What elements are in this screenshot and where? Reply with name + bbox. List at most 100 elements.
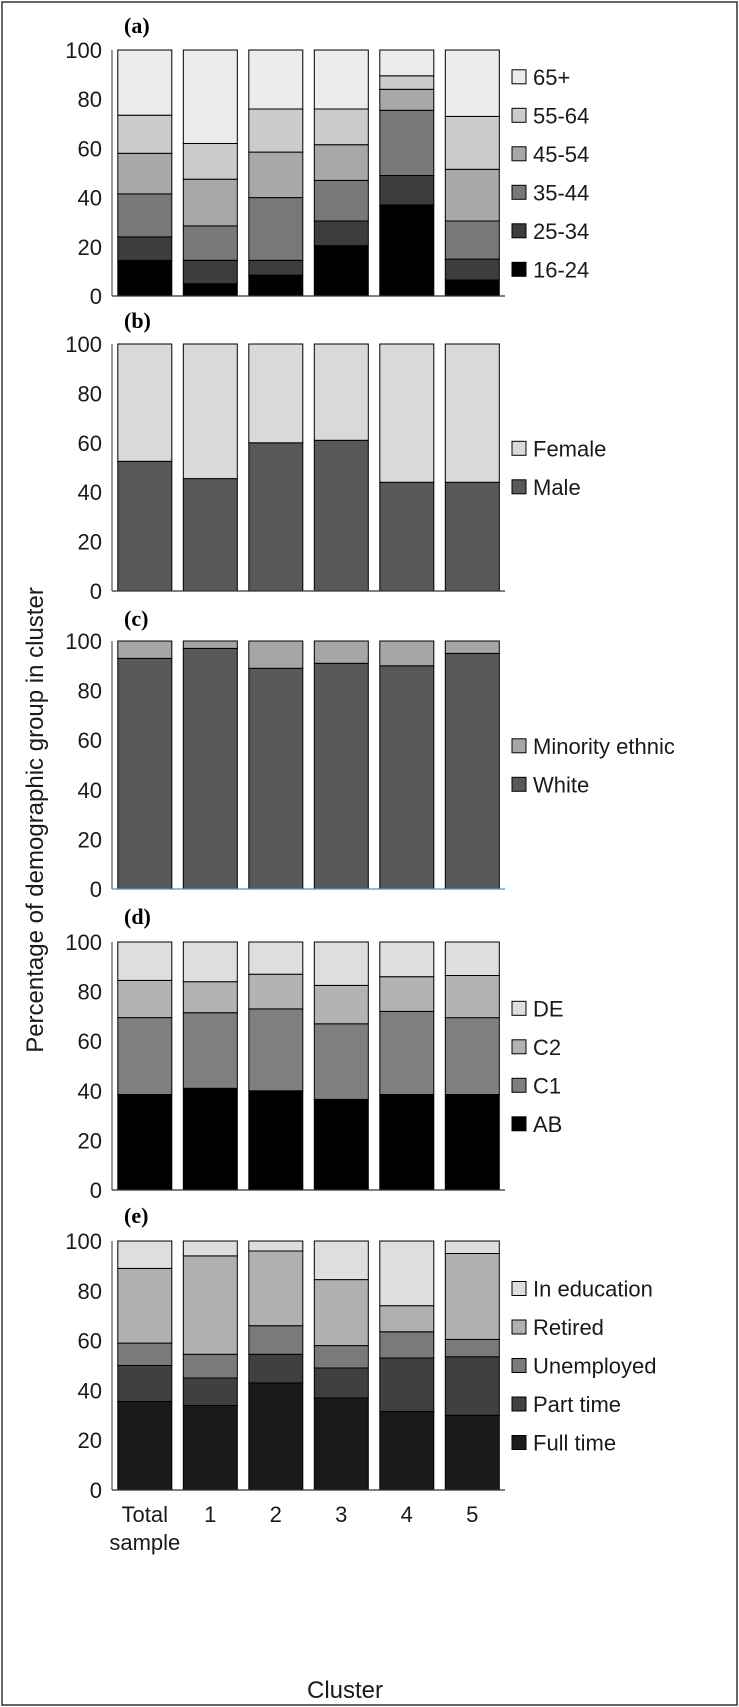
bar-segment-2-25-34 (248, 259, 304, 276)
panel-a: (a) 0 20 40 60 80 100 65+ 55-64 45-54 35-44 25-34 16… (65, 13, 589, 309)
bar-segment-total-sample-female (117, 343, 173, 462)
panel-d: (d) 0 20 40 60 80 100 DE C2 C1 AB (65, 904, 563, 1203)
bar-segment-4-unemployed (379, 1331, 435, 1359)
bar-segment-1-65 (182, 49, 238, 144)
bar-segment-4-25-34 (379, 175, 435, 206)
bar-segment-total-sample-white (117, 657, 173, 890)
bar-segment-total-sample-unemployed (117, 1342, 173, 1366)
bar-segment-4-male (379, 481, 435, 592)
y-tick-label: 80 (78, 679, 102, 704)
legend-label-in-education: In education (533, 1277, 653, 1302)
y-tick-label: 20 (78, 827, 102, 852)
y-tick-label: 60 (78, 136, 102, 161)
bar-segment-2-in-education (248, 1240, 304, 1252)
x-category-label-1: 1 (204, 1502, 216, 1527)
bar-segment-total-sample-c1 (117, 1017, 173, 1095)
bar-segment-1-full-time (182, 1404, 238, 1491)
y-tick-label: 80 (78, 1279, 102, 1304)
y-tick-label: 40 (78, 778, 102, 803)
bar-segment-1-55-64 (182, 143, 238, 180)
bar-segment-5-female (444, 343, 500, 483)
bar-segment-3-55-64 (313, 108, 369, 146)
legend-swatch-unemployed (511, 1358, 527, 1373)
y-tick-label: 40 (78, 1378, 102, 1403)
bar-segment-total-sample-retired (117, 1267, 173, 1344)
bar-segment-2-55-64 (248, 108, 304, 153)
bar-segment-2-c2 (248, 973, 304, 1010)
bar-segment-3-c1 (313, 1023, 369, 1100)
bar-segment-1-de (182, 941, 238, 983)
y-tick-label: 60 (78, 728, 102, 753)
x-category-label-2: 2 (270, 1502, 282, 1527)
legend-swatch-de (511, 1000, 527, 1016)
panel-label: (a) (124, 13, 150, 38)
bar-segment-5-55-64 (444, 115, 500, 170)
legend-swatch-full-time (511, 1435, 527, 1450)
y-tick-label: 20 (78, 1128, 102, 1153)
bar-segment-3-full-time (313, 1397, 369, 1491)
bar-segment-3-male (313, 439, 369, 592)
bar-segment-5-de (444, 941, 500, 976)
y-tick-label: 60 (78, 1029, 102, 1054)
bar-segment-3-de (313, 941, 369, 986)
legend-swatch-35-44 (511, 184, 527, 200)
panel-c: (c) 0 20 40 60 80 100 Minority ethnic White (65, 606, 675, 902)
bar-segment-1-16-24 (182, 283, 238, 297)
panel-label: (c) (124, 606, 148, 631)
bar-segment-4-ab (379, 1094, 435, 1191)
bar-segment-1-45-54 (182, 178, 238, 227)
y-tick-label: 100 (65, 332, 102, 357)
panel-b: (b) 0 20 40 60 80 100 Female Male (65, 308, 606, 604)
bar-segment-2-female (248, 343, 304, 444)
bar-segment-1-35-44 (182, 225, 238, 261)
bar-segment-1-c2 (182, 981, 238, 1014)
legend-label-65: 65+ (533, 65, 570, 90)
bar-segment-3-part-time (313, 1367, 369, 1399)
bar-segment-5-c1 (444, 1017, 500, 1095)
bar-segment-total-sample-55-64 (117, 114, 173, 154)
bar-segment-total-sample-45-54 (117, 152, 173, 195)
bar-segment-4-16-24 (379, 204, 435, 297)
bar-segment-5-35-44 (444, 220, 500, 260)
bar-segment-5-in-education (444, 1240, 500, 1254)
x-category-label-total-sample: Total sample (109, 1502, 180, 1555)
bar-segment-2-white (248, 667, 304, 890)
y-tick-label: 100 (65, 930, 102, 955)
bar-segment-5-c2 (444, 975, 500, 1019)
bar-segment-1-male (182, 478, 238, 592)
legend-swatch-female (511, 440, 527, 456)
bar-segment-total-sample-part-time (117, 1365, 173, 1403)
bar-segment-2-retired (248, 1250, 304, 1327)
y-tick-label: 100 (65, 38, 102, 63)
bar-segment-4-35-44 (379, 109, 435, 176)
y-axis-title: Percentage of demographic group in clust… (22, 587, 49, 1053)
bar-segment-5-part-time (444, 1356, 500, 1416)
y-tick-label: 0 (90, 877, 102, 902)
y-tick-label: 80 (78, 87, 102, 112)
bar-segment-4-minority-ethnic (379, 640, 435, 667)
bar-segment-2-65 (248, 49, 304, 110)
bar-segment-5-full-time (444, 1414, 500, 1491)
bar-segment-2-minority-ethnic (248, 640, 304, 669)
bar-segment-4-retired (379, 1305, 435, 1333)
y-tick-label: 80 (78, 381, 102, 406)
y-tick-label: 100 (65, 1229, 102, 1254)
bar-segment-3-in-education (313, 1240, 369, 1281)
bar-segment-total-sample-male (117, 460, 173, 592)
legend-label-45-54: 45-54 (533, 142, 589, 167)
bar-segment-total-sample-minority-ethnic (117, 640, 173, 659)
legend-swatch-retired (511, 1319, 527, 1335)
bar-segment-4-de (379, 941, 435, 978)
bar-segment-4-in-education (379, 1240, 435, 1307)
bar-segment-3-16-24 (313, 245, 369, 297)
legend-label-part-time: Part time (533, 1392, 621, 1417)
y-tick-label: 40 (78, 1079, 102, 1104)
bar-segment-3-c2 (313, 984, 369, 1025)
legend-label-de: DE (533, 996, 564, 1021)
bar-segment-3-25-34 (313, 220, 369, 247)
bar-segment-2-c1 (248, 1008, 304, 1092)
bar-segment-2-de (248, 941, 304, 975)
legend-label-16-24: 16-24 (533, 257, 589, 282)
legend-label-55-64: 55-64 (533, 103, 589, 128)
y-tick-label: 60 (78, 1329, 102, 1354)
